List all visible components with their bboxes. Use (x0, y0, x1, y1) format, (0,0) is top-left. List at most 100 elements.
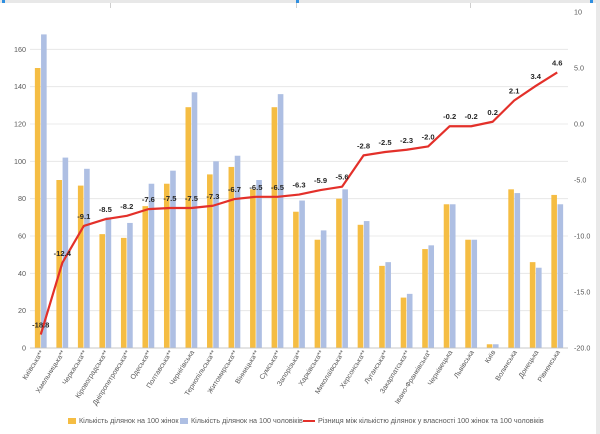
top-marker-dot (2, 0, 5, 3)
difference-data-label: -0.2 (443, 112, 456, 121)
bar-men (428, 245, 435, 348)
bar-women (77, 185, 84, 348)
bar-men (191, 92, 198, 349)
right-tick-label: 10 (574, 8, 582, 17)
bar-men (449, 204, 456, 348)
right-tick-label: -20.0 (574, 344, 590, 353)
category-label: Київ (484, 349, 497, 365)
difference-data-label: 4.6 (552, 58, 563, 67)
left-tick-label: 80 (18, 194, 26, 203)
bar-women (271, 107, 278, 348)
ruler-tick (296, 3, 297, 8)
top-marker-dot (590, 0, 593, 3)
left-tick-label: 40 (18, 269, 26, 278)
legend-label-men: Кількість ділянок на 100 чоловіків (191, 416, 303, 425)
category-label: Одеська** (130, 349, 154, 381)
difference-data-label: -7.6 (142, 195, 155, 204)
difference-data-label: -6.7 (228, 185, 241, 194)
bar-women (357, 224, 364, 348)
right-tick-label: 0.0 (574, 120, 584, 129)
bar-men (127, 222, 133, 348)
category-label: Київська** (22, 349, 46, 381)
bar-women (314, 239, 321, 348)
bar-men (299, 200, 305, 348)
difference-data-label: -2.3 (400, 136, 413, 145)
category-axis: Київська**Хмельницька**Черкаська**Кірово… (22, 347, 568, 407)
difference-data-label: -6.5 (249, 183, 263, 192)
left-tick-label: 0 (22, 344, 26, 353)
category-label: Донецька (518, 349, 541, 379)
bar-men (342, 189, 348, 348)
difference-data-label: 3.4 (530, 72, 541, 81)
bar-women (529, 262, 536, 348)
legend-swatch-difference (303, 420, 315, 423)
legend-item-men: Кількість ділянок на 100 чоловіків (180, 416, 303, 425)
top-marker-dot (296, 0, 299, 3)
left-tick-label: 100 (14, 157, 26, 166)
bar-men (41, 34, 47, 349)
legend: Кількість ділянок на 100 жінок Кількість… (0, 416, 600, 430)
left-tick-label: 140 (14, 82, 26, 91)
ruler-tick (470, 3, 471, 8)
bar-women (228, 166, 235, 348)
difference-data-label: -12.4 (54, 249, 72, 258)
bar-men (213, 161, 219, 348)
difference-data-label: -2.8 (357, 141, 370, 150)
category-label: Волинська (495, 349, 519, 382)
difference-data-label: -2.0 (422, 132, 435, 141)
bar-men (62, 157, 69, 348)
bar-men (536, 267, 542, 348)
bar-women (465, 239, 471, 348)
left-tick-label: 60 (18, 232, 26, 241)
legend-swatch-women (68, 418, 76, 425)
bar-men (234, 155, 241, 348)
right-tick-label: 5.0 (574, 64, 584, 73)
right-tick-label: -15.0 (574, 288, 590, 297)
bar-women (185, 107, 192, 348)
bar-women (508, 189, 514, 348)
bar-men (277, 94, 284, 348)
legend-item-difference: Різниця між кількістю ділянок у власност… (303, 416, 544, 425)
difference-data-label: -0.2 (465, 112, 478, 121)
bar-women (400, 297, 407, 348)
bar-women (551, 194, 557, 348)
bar-men (363, 221, 370, 348)
bar-women (379, 265, 385, 348)
left-tick-label: 20 (18, 306, 26, 315)
bar-men (492, 344, 499, 348)
difference-data-label: -7.3 (206, 192, 219, 201)
difference-line: -18.8 -12.4 -9.1 -8.5 -8.2 -7.6 -7.5 -7.5 -7.3 -6… (32, 58, 563, 335)
left-tick-label: 120 (14, 120, 26, 129)
difference-data-label: -6.5 (271, 183, 285, 192)
difference-line-path (39, 71, 558, 335)
difference-data-label: -5.6 (335, 173, 348, 182)
bar-men (471, 239, 478, 348)
legend-item-women: Кількість ділянок на 100 жінок (68, 416, 179, 425)
legend-label-women: Кількість ділянок на 100 жінок (79, 416, 179, 425)
scrollbar-track[interactable] (596, 0, 600, 434)
category-label: Дніпропетровська** (91, 349, 132, 407)
right-tick-label: -10.0 (574, 232, 590, 241)
difference-data-label: 0.2 (487, 108, 498, 117)
bar-men (320, 230, 327, 348)
category-label: Львівська (452, 349, 475, 380)
category-label: Івано-Франківська* (393, 349, 433, 406)
bar-women (422, 249, 428, 348)
difference-data-label: -5.9 (314, 176, 327, 185)
difference-data-label: -6.3 (292, 181, 305, 190)
bar-women (163, 183, 170, 348)
ruler-tick (110, 3, 111, 8)
bar-men (406, 293, 413, 348)
bar-women (443, 204, 450, 348)
category-label: Рівненська (536, 349, 562, 384)
bar-women (486, 344, 493, 348)
bar-women (142, 206, 149, 348)
difference-data-label: -7.5 (185, 194, 199, 203)
bar-men (105, 217, 112, 348)
difference-data-label: -9.1 (77, 212, 91, 221)
right-axis: -20.0 -15.0 -10.0 -5.0 0.0 5.0 10 (574, 8, 590, 353)
difference-data-label: -8.2 (120, 202, 133, 211)
top-border (0, 0, 600, 3)
